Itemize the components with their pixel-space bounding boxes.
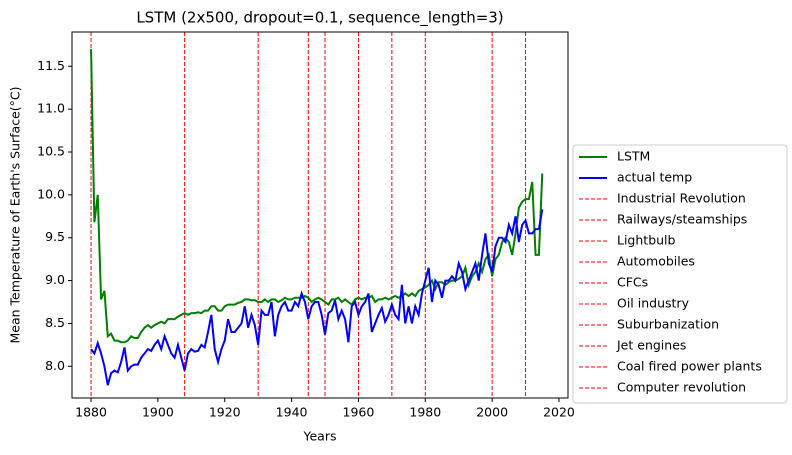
legend-label: Automobiles bbox=[617, 254, 695, 269]
x-tick-label: 1960 bbox=[343, 405, 375, 420]
x-tick-label: 2000 bbox=[476, 405, 508, 420]
series-line bbox=[90, 209, 544, 386]
y-tick-label: 10.5 bbox=[37, 144, 65, 159]
legend-label: Coal fired power plants bbox=[617, 359, 762, 374]
x-tick-label: 1940 bbox=[276, 405, 308, 420]
legend-label: Computer revolution bbox=[617, 380, 746, 395]
legend-label: Oil industry bbox=[617, 296, 690, 311]
x-tick-label: 1880 bbox=[75, 405, 107, 420]
legend-label: Railways/steamships bbox=[617, 212, 747, 227]
x-tick-label: 1900 bbox=[142, 405, 174, 420]
y-tick-label: 8.0 bbox=[45, 358, 65, 373]
x-tick-label: 2020 bbox=[543, 405, 575, 420]
legend-label: actual temp bbox=[617, 170, 692, 185]
chart-title: LSTM (2x500, dropout=0.1, sequence_lengt… bbox=[136, 9, 503, 28]
y-tick-label: 11.5 bbox=[37, 58, 65, 73]
legend-label: Industrial Revolution bbox=[617, 191, 746, 206]
legend-label: LSTM bbox=[617, 149, 650, 164]
x-tick-label: 1980 bbox=[409, 405, 441, 420]
x-axis-label: Years bbox=[303, 429, 337, 444]
y-axis-label: Mean Temperature of Earth's Surface(°C) bbox=[8, 86, 23, 343]
legend-label: CFCs bbox=[617, 275, 648, 290]
x-tick-label: 1920 bbox=[209, 405, 241, 420]
legend-label: Jet engines bbox=[616, 338, 686, 353]
y-tick-label: 11.0 bbox=[37, 101, 65, 116]
legend-label: Lightbulb bbox=[617, 233, 676, 248]
legend-label: Suburbanization bbox=[617, 317, 719, 332]
y-tick-label: 8.5 bbox=[45, 315, 65, 330]
series-line bbox=[90, 49, 544, 344]
y-tick-label: 9.0 bbox=[45, 272, 65, 287]
legend-box bbox=[572, 144, 788, 404]
plot-frame bbox=[71, 31, 569, 399]
y-tick-label: 10.0 bbox=[37, 186, 65, 201]
y-tick-label: 9.5 bbox=[45, 229, 65, 244]
